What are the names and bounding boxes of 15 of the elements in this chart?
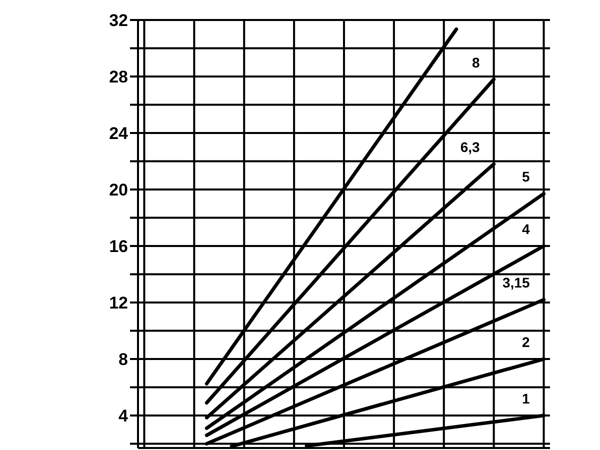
series-label: 5	[522, 168, 530, 185]
y-tick-label: 12	[109, 294, 128, 313]
series-label: 8	[472, 54, 480, 70]
series-label: 4	[522, 221, 530, 238]
y-tick-label: 4	[118, 406, 129, 426]
y-tick-label: 8	[118, 350, 128, 370]
series-label: 6,3	[460, 139, 480, 156]
y-tick-label: 20	[109, 180, 128, 200]
series-label: 3,15	[502, 274, 530, 291]
y-tick-label: 32	[109, 11, 128, 30]
y-tick-label: 16	[109, 237, 128, 256]
y-tick-label: 24	[109, 124, 129, 144]
series-label: 1	[522, 390, 530, 407]
series-label: 2	[522, 334, 530, 350]
y-tick-label: 28	[109, 68, 128, 87]
